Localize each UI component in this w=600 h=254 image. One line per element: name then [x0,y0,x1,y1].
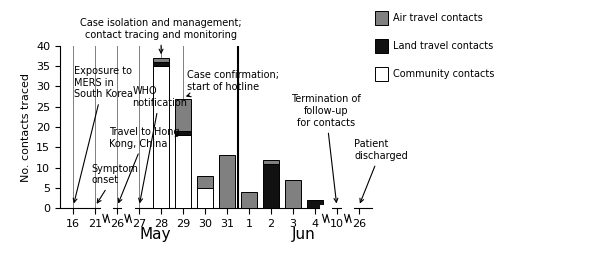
Bar [197,188,213,208]
Bar [263,160,279,164]
Text: Air travel contacts: Air travel contacts [393,13,483,23]
Text: Land travel contacts: Land travel contacts [393,41,493,51]
Bar [197,176,213,188]
Text: Travel to Hong
Kong, China: Travel to Hong Kong, China [109,127,180,202]
Text: WHO
notification: WHO notification [133,86,188,202]
Bar [175,99,191,131]
Y-axis label: No. contacts traced: No. contacts traced [20,72,31,182]
Bar [153,58,169,62]
Text: Case isolation and management;
contact tracing and monitoring: Case isolation and management; contact t… [80,18,242,53]
Bar [175,135,191,208]
Bar [153,62,169,66]
Text: Termination of
follow-up
for contacts: Termination of follow-up for contacts [291,94,361,202]
Bar [241,192,257,208]
Text: May: May [140,227,172,242]
Text: Case confirmation;
start of hotline: Case confirmation; start of hotline [187,70,280,97]
Bar [263,164,279,208]
Bar [307,200,323,208]
Bar [284,180,301,208]
Text: Community contacts: Community contacts [393,69,494,79]
Text: Symptom
onset: Symptom onset [92,164,139,203]
Text: Patient
discharged: Patient discharged [355,139,408,202]
Text: Exposure to
MERS in
South Korea: Exposure to MERS in South Korea [73,66,133,202]
Bar [219,155,235,208]
Bar [153,66,169,208]
Text: Jun: Jun [292,227,316,242]
Bar [175,131,191,135]
